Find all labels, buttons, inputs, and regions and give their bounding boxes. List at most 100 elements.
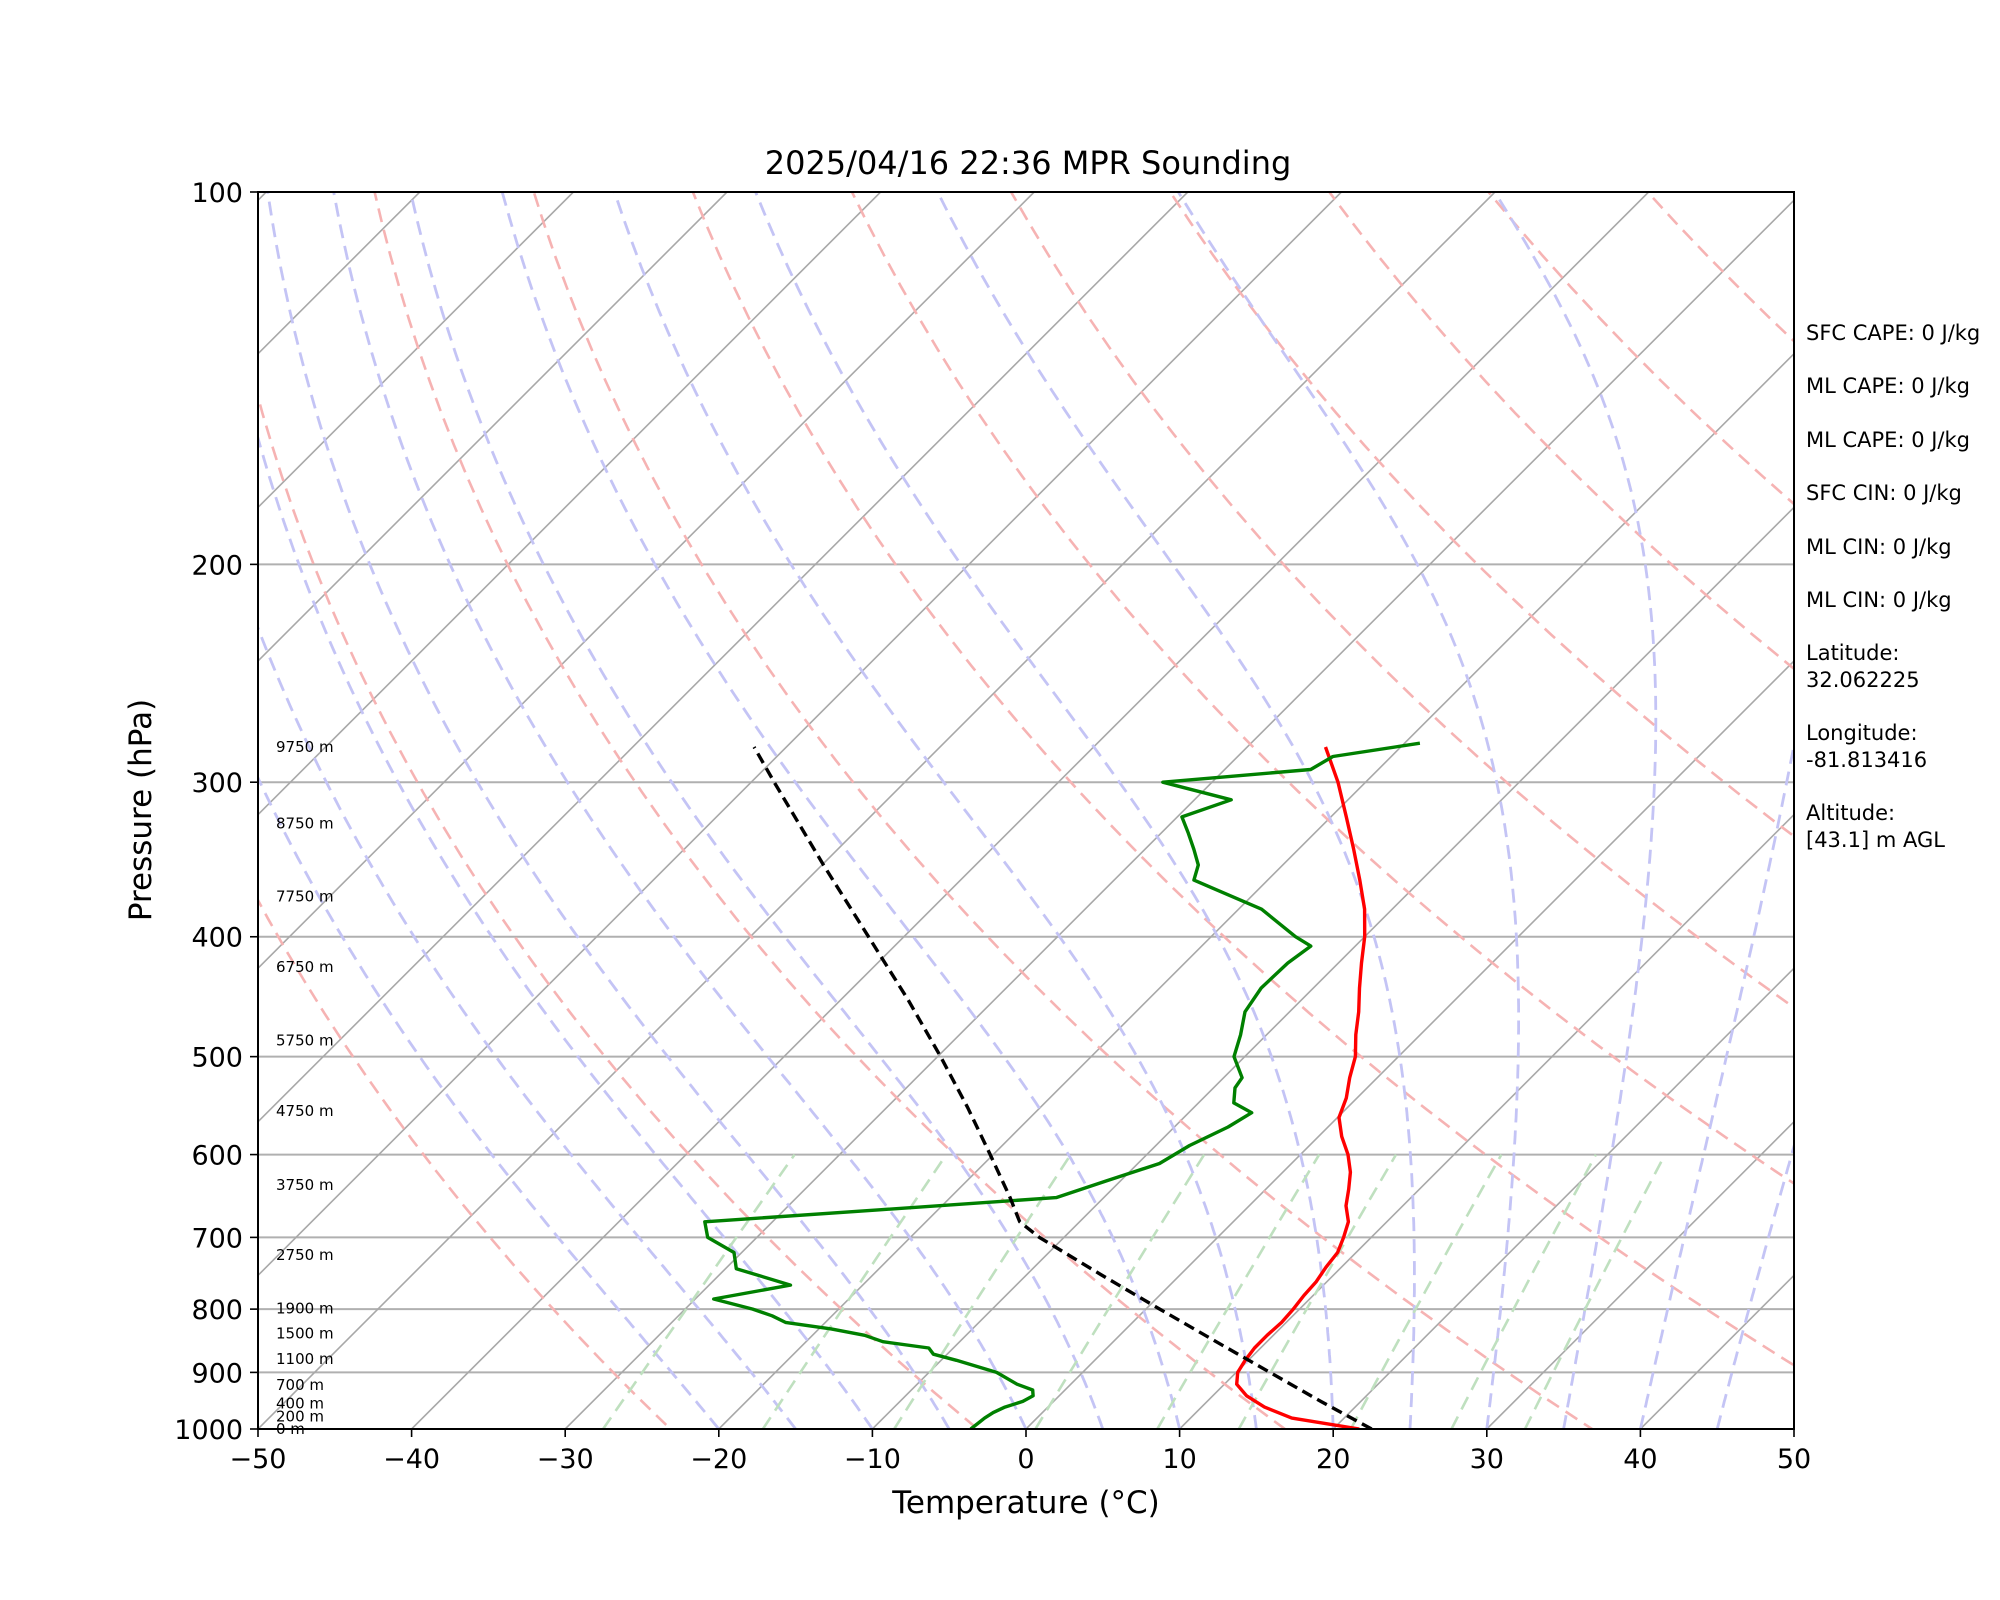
y-tick-label: 500 [191,1043,243,1074]
mixing-ratio-line [761,1153,948,1429]
dry-adiabat-line [1966,192,2000,1455]
isotherm-line [871,506,1794,1429]
isotherm-line [564,199,1794,1429]
y-tick-label: 800 [191,1295,243,1326]
chart-title: 2025/04/16 22:36 MPR Sounding [765,144,1292,182]
isotherm-line [1025,659,1794,1429]
x-tick-label: −10 [844,1444,901,1475]
moist-adiabat-line [754,192,1335,1429]
x-axis-title: Temperature (°C) [891,1485,1160,1521]
moist-adiabat-line [258,624,797,1429]
y-tick-label: 700 [191,1223,243,1254]
dewpoint-line [703,741,1421,1429]
isotherm-line [718,352,1794,1429]
isotherm-line [0,192,113,1429]
x-tick-label: −20 [690,1444,747,1475]
temperature-line [1235,746,1367,1429]
height-label: 200 m [276,1407,324,1425]
dry-adiabat-line [1009,192,1794,1010]
height-label: 8750 m [276,815,334,833]
height-label: 3750 m [276,1176,334,1194]
moist-adiabat-line [1177,192,1520,1429]
moist-adiabat-line [1493,192,1658,1429]
ml-cape-text: ML CAPE: 0 J/kg [1806,374,1970,398]
parcel-line [752,746,1373,1429]
x-tick-label: 0 [1017,1444,1034,1475]
isotherm-line [411,192,1650,1429]
mixing-ratio-line [1034,1153,1206,1429]
mixing-ratio-line [1349,1153,1503,1429]
height-label: 700 m [276,1376,324,1394]
x-tick-label: −30 [537,1444,594,1475]
mixing-ratio-line [1450,1153,1598,1429]
height-label: 1900 m [276,1299,334,1317]
x-tick-label: −40 [383,1444,440,1475]
moist-adiabat-line [1715,1141,1794,1429]
height-label: 400 m [276,1395,324,1413]
height-label: 1100 m [276,1350,334,1368]
isotherm-line [258,192,728,663]
mixing-ratio-line [602,1153,796,1429]
longitude-label: Longitude: [1806,721,1918,745]
isotherm-line [258,192,882,816]
moist-adiabat-line [500,192,1181,1429]
height-label: 4750 m [276,1102,334,1120]
sfc-cape-text: SFC CAPE: 0 J/kg [1806,321,1980,345]
dry-adiabat-line [258,897,673,1429]
altitude-value: [43.1] m AGL [1806,828,1945,852]
y-tick-label: 300 [191,768,243,799]
height-label: 9750 m [276,738,334,756]
latitude-label: Latitude: [1806,641,1900,665]
x-tick-label: 10 [1162,1444,1196,1475]
moist-adiabat-line [409,192,1105,1429]
x-tick-label: 30 [1470,1444,1504,1475]
mixing-ratio-line [1156,1153,1321,1429]
moist-adiabat-line [936,192,1416,1429]
y-tick-label: 200 [191,550,243,581]
x-tick-label: 40 [1623,1444,1657,1475]
height-label: 2750 m [276,1246,334,1264]
isotherm-line [258,192,1342,1277]
isotherm-line [258,192,1189,1123]
height-label: 6750 m [276,958,334,976]
moist-adiabat-line [258,774,720,1429]
height-label: 0 m [276,1420,305,1438]
isotherm-line [258,192,1035,970]
moist-adiabat-line [332,192,1028,1429]
y-axis-title: Pressure (hPa) [123,699,159,921]
plot-background [258,192,1794,1429]
y-tick-label: 900 [191,1358,243,1389]
mixing-ratio-line [1237,1153,1398,1429]
moist-adiabat-line [258,432,874,1429]
isotherm-line [258,192,574,509]
altitude-label: Altitude: [1806,801,1895,825]
ml-cin-text: ML CIN: 0 J/kg [1806,535,1952,559]
height-label: 5750 m [276,1031,334,1049]
dry-adiabat-line [258,391,980,1429]
y-tick-label: 1000 [174,1415,243,1446]
isotherm-line [1486,1120,1794,1429]
height-label: 7750 m [276,887,334,905]
y-tick-label: 400 [191,923,243,954]
dry-adiabat-line [1487,192,1794,506]
mixing-ratio-line [1523,1153,1667,1429]
longitude-value: -81.813416 [1806,748,1927,772]
sfc-cin-text: SFC CIN: 0 J/kg [1806,481,1962,505]
ml-cape-text-2: ML CAPE: 0 J/kg [1806,428,1970,452]
y-tick-label: 100 [191,178,243,209]
y-tick-label: 600 [191,1141,243,1172]
isotherm-line [1179,813,1794,1429]
dry-adiabat-line [532,192,1595,1429]
moist-adiabat-line [613,192,1258,1429]
x-tick-label: 20 [1316,1444,1350,1475]
isotherm-line [1332,967,1794,1429]
x-tick-label: 50 [1777,1444,1811,1475]
info-panel: SFC CAPE: 0 J/kg ML CAPE: 0 J/kg ML CAPE… [1806,321,1980,852]
height-label: 1500 m [276,1324,334,1342]
ml-cin-text-2: ML CIN: 0 J/kg [1806,588,1952,612]
x-tick-label: −50 [230,1444,287,1475]
moist-adiabat-line [266,192,951,1429]
latitude-value: 32.062225 [1806,668,1920,692]
moist-adiabat-line [1639,737,1794,1429]
